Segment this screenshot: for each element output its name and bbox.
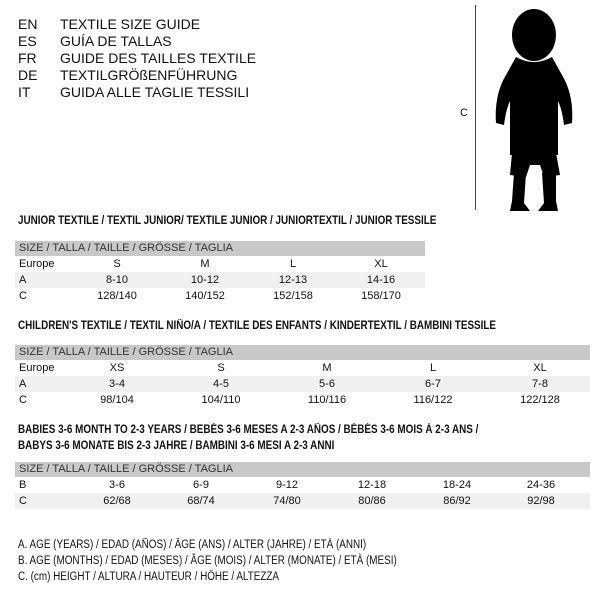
lang-en: EN TEXTILE SIZE GUIDE [18,16,256,33]
row-label: Europe [19,258,55,270]
table-cell: 3-6 [109,479,125,491]
babies-title-line1: BABIES 3-6 MONTH TO 2-3 YEARS / BEBÉS 3-… [18,424,479,436]
table-row: Europe XS S M L XL [15,360,590,376]
table-row: C 128/140 140/152 152/158 158/170 [15,288,425,304]
table-cell: 92/98 [527,495,555,507]
table-cell: 104/110 [201,394,241,406]
legend-c: C. (cm) HEIGHT / ALTURA / HAUTEUR / HÖHE… [18,571,280,583]
lang-title: TEXTILGRÖßENFÜHRUNG [60,67,238,83]
table-cell: 4-5 [213,378,229,390]
height-label: C [460,107,468,119]
table-cell: 158/170 [361,290,401,302]
table-cell: 9-12 [275,479,299,491]
lang-de: DE TEXTILGRÖßENFÜHRUNG [18,67,256,84]
row-label: C [19,290,27,302]
junior-size-table: SIZE / TALLA / TAILLE / GRÖSSE / TAGLIA … [15,241,425,304]
table-cell: 122/128 [520,394,560,406]
table-cell: 110/116 [307,394,347,406]
table-cell: 18-24 [442,479,472,491]
table-cell: 62/68 [103,495,131,507]
children-title: CHILDREN'S TEXTILE / TEXTIL NIÑO/A / TEX… [18,320,497,332]
table-cell: 14-16 [366,274,396,286]
table-cell: 3-4 [109,378,125,390]
row-label: C [19,394,27,406]
table-header: SIZE / TALLA / TAILLE / GRÖSSE / TAGLIA [15,241,425,256]
table-cell: XS [109,362,125,374]
lang-code: FR [18,50,37,66]
height-line [475,5,476,210]
lang-es: ES GUÍA DE TALLAS [18,33,256,50]
table-cell: M [322,362,332,374]
table-cell: 86/92 [443,495,471,507]
lang-title: TEXTILE SIZE GUIDE [60,16,201,32]
table-cell: 8-10 [105,274,129,286]
table-row: C 98/104 104/110 110/116 116/122 122/128 [15,392,590,408]
lang-title: GUÍA DE TALLAS [60,33,172,49]
table-row: A 8-10 10-12 12-13 14-16 [15,272,425,288]
legend-b: B. AGE (MONTHS) / EDAD (MESES) / ÂGE (MO… [18,555,397,567]
table-cell: L [289,258,297,270]
table-header: SIZE / TALLA / TAILLE / GRÖSSE / TAGLIA [15,345,590,360]
row-label: B [19,479,27,491]
table-cell: 140/152 [185,290,225,302]
babies-title-line2: BABYS 3-6 MONATE BIS 2-3 JAHRE / BAMBINI… [18,440,335,452]
lang-fr: FR GUIDE DES TAILLES TEXTILE [18,50,256,67]
table-row: Europe S M L XL [15,256,425,272]
lang-code: DE [18,67,38,83]
table-cell: M [200,258,210,270]
row-label: C [19,495,27,507]
table-cell: 5-6 [319,378,335,390]
table-cell: XL [533,362,547,374]
table-cell: 116/122 [413,394,453,406]
table-cell: 6-7 [425,378,441,390]
legend-a: A. AGE (YEARS) / EDAD (AÑOS) / ÂGE (ANS)… [18,539,367,551]
row-label: Europe [19,362,55,374]
lang-title: GUIDA ALLE TAGLIE TESSILI [60,84,250,100]
table-row: C 62/68 68/74 74/80 80/86 86/92 92/98 [15,493,590,509]
table-cell: 24-36 [526,479,556,491]
table-cell: 10-12 [190,274,220,286]
table-cell: XL [374,258,388,270]
table-cell: 7-8 [532,378,548,390]
table-cell: 152/158 [273,290,313,302]
table-cell: 128/140 [97,290,137,302]
table-cell: 12-18 [357,479,387,491]
junior-title: JUNIOR TEXTILE / TEXTIL JUNIOR/ TEXTILE … [18,215,437,227]
lang-title: GUIDE DES TAILLES TEXTILE [60,50,257,66]
babies-size-table: SIZE / TALLA / TAILLE / GRÖSSE / TAGLIA … [15,462,590,509]
lang-code: IT [18,84,31,100]
legend: A. AGE (YEARS) / EDAD (AÑOS) / ÂGE (ANS)… [18,537,397,585]
lang-it: IT GUIDA ALLE TAGLIE TESSILI [18,84,256,101]
table-row: A 3-4 4-5 5-6 6-7 7-8 [15,376,590,392]
table-cell: L [429,362,437,374]
language-list: EN TEXTILE SIZE GUIDE ES GUÍA DE TALLAS FR… [18,16,256,101]
row-label: A [19,378,27,390]
toddler-silhouette-icon [495,9,573,211]
lang-code: ES [18,33,37,49]
table-cell: 6-9 [193,479,209,491]
table-cell: 68/74 [187,495,215,507]
lang-code: EN [18,16,38,32]
table-row: B 3-6 6-9 9-12 12-18 18-24 24-36 [15,477,590,493]
table-cell: 98/104 [100,394,134,406]
children-size-table: SIZE / TALLA / TAILLE / GRÖSSE / TAGLIA … [15,345,590,408]
table-cell: S [113,258,121,270]
table-cell: 74/80 [273,495,301,507]
table-cell: 12-13 [278,274,308,286]
table-cell: 80/86 [358,495,386,507]
table-header: SIZE / TALLA / TAILLE / GRÖSSE / TAGLIA [15,462,590,477]
table-cell: S [217,362,225,374]
row-label: A [19,274,27,286]
